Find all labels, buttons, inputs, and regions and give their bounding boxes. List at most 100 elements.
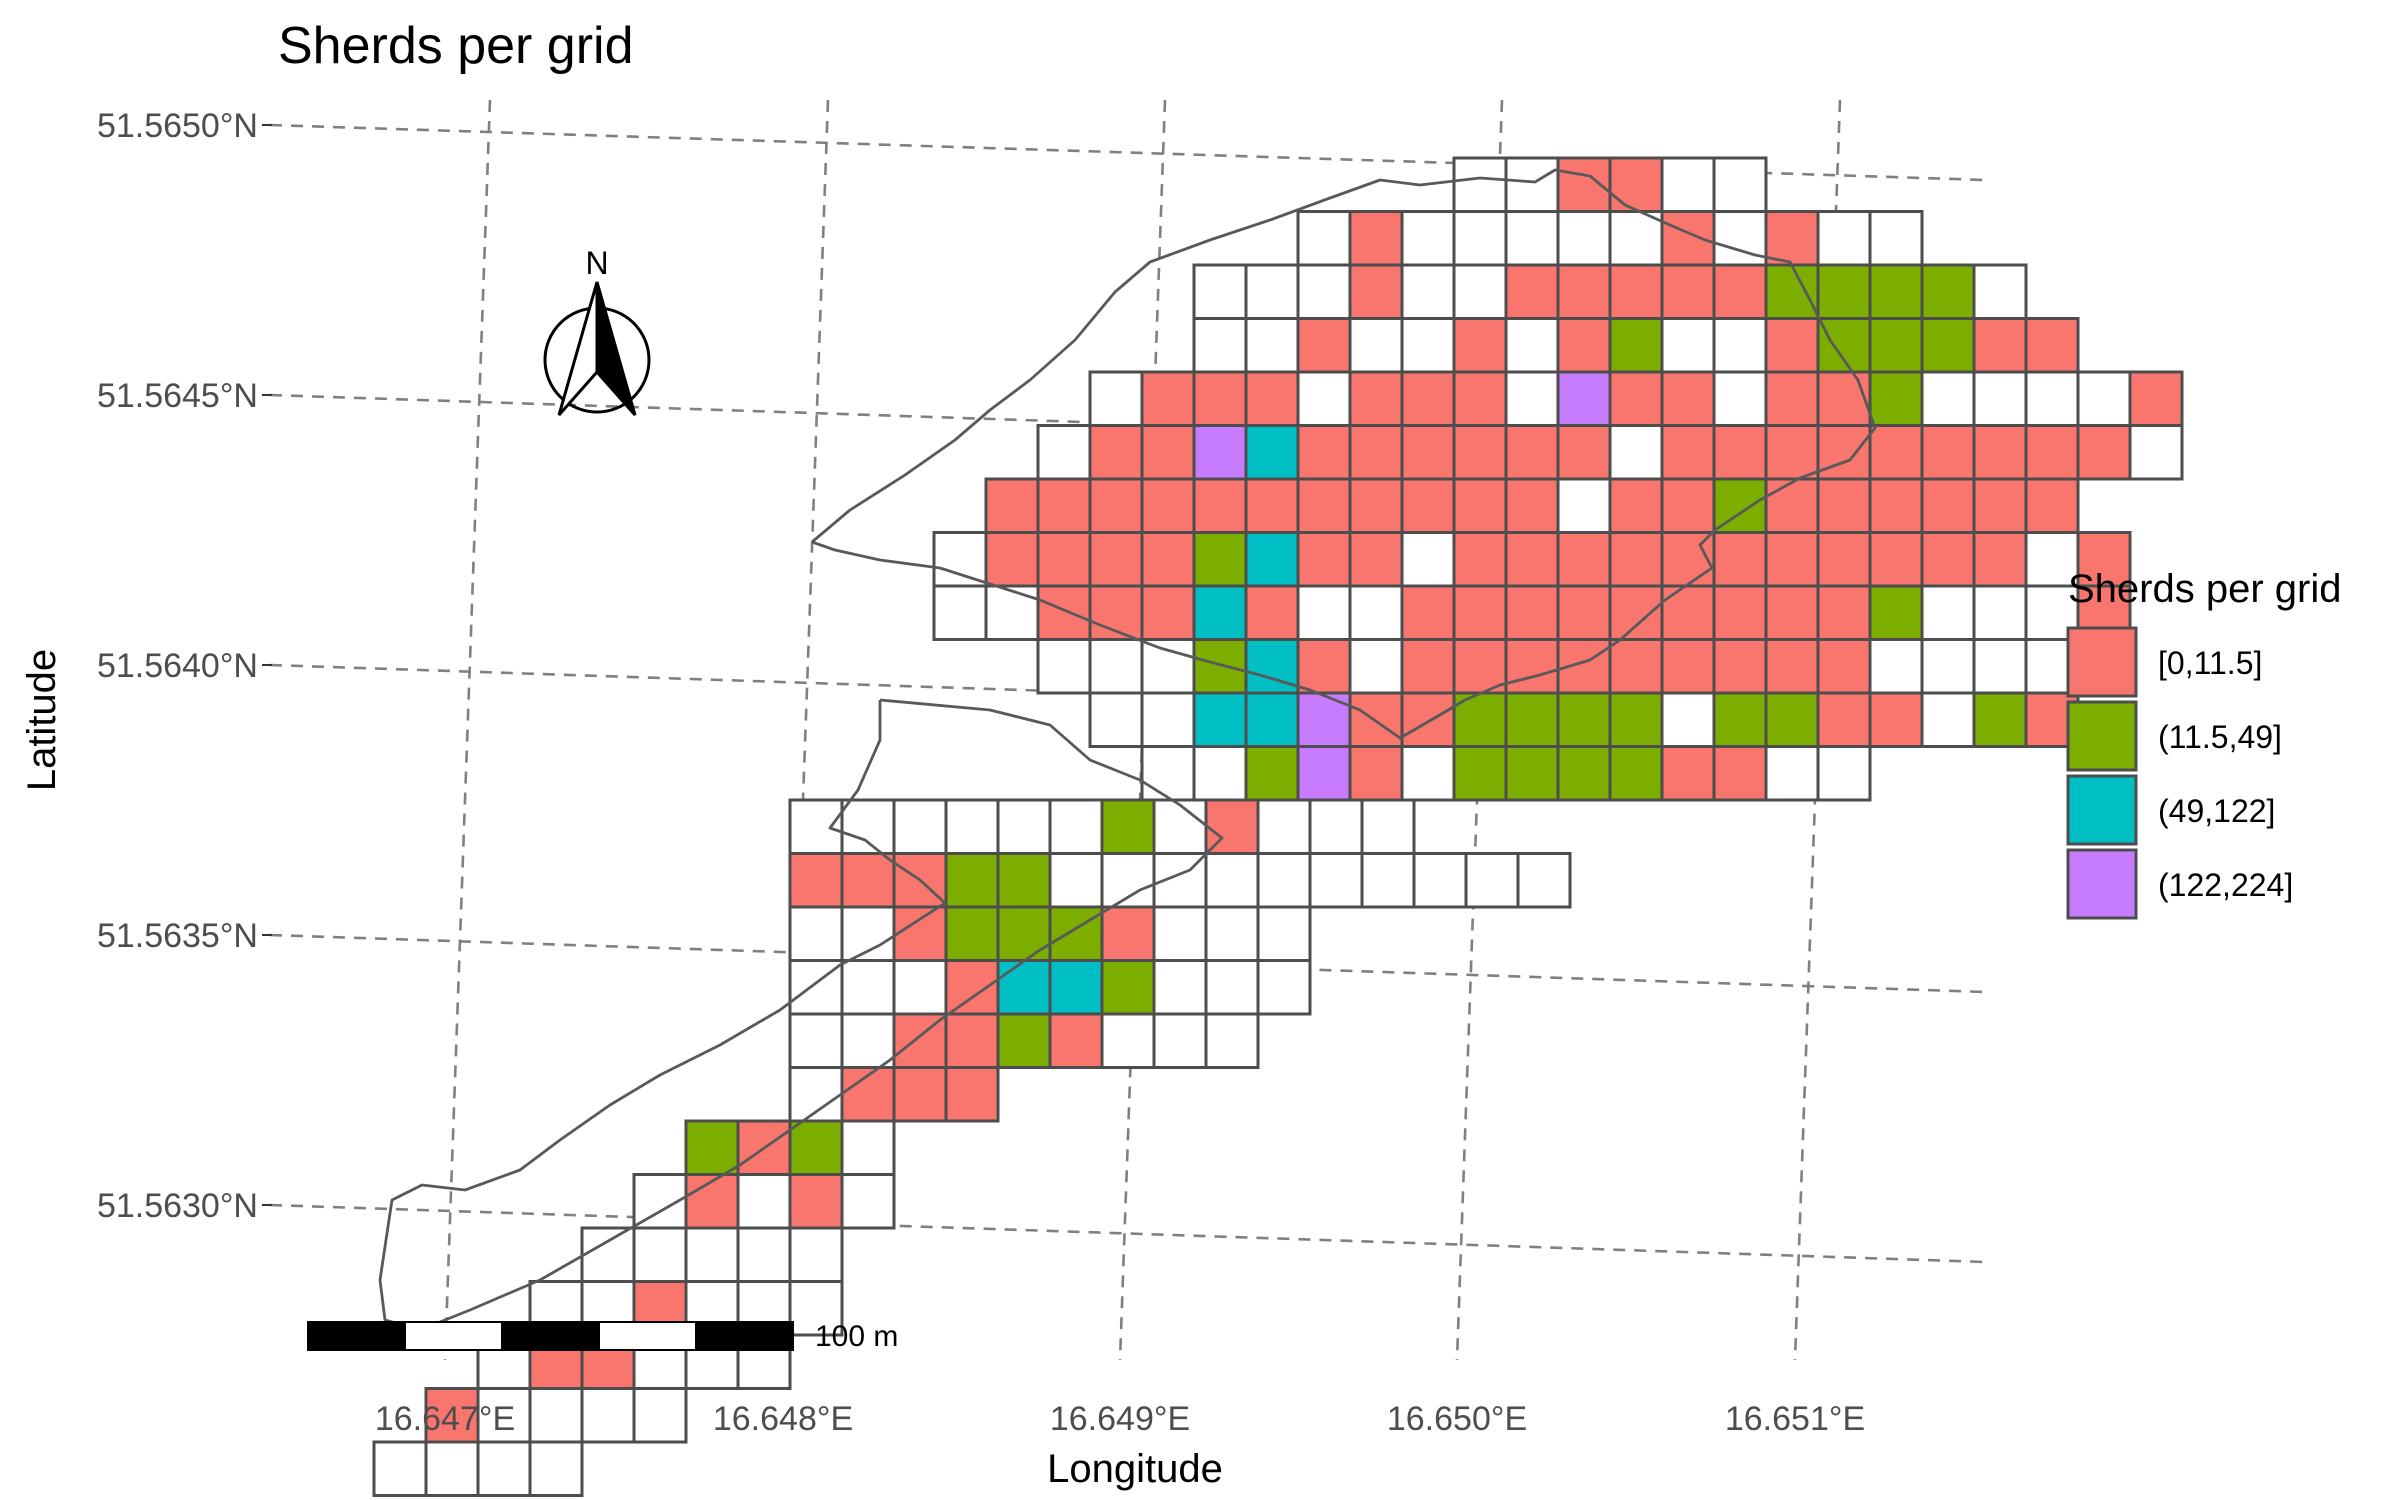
grid-cell <box>1504 584 1560 641</box>
grid-cell <box>1920 691 1976 748</box>
grid-cell <box>1036 584 1092 641</box>
grid-cell <box>1556 691 1612 748</box>
x-tick-label: 16.648°E <box>713 1400 853 1438</box>
grid-cell <box>1192 584 1248 641</box>
grid-cell <box>892 798 948 855</box>
grid-cell <box>1400 477 1456 534</box>
grid-cell <box>1608 745 1664 802</box>
grid-cell <box>1048 798 1104 855</box>
grid-cell <box>1244 584 1300 641</box>
grid-cell <box>1868 638 1924 695</box>
grid-cell <box>1100 798 1156 855</box>
grid-cell <box>1764 370 1820 427</box>
grid-cell <box>1244 317 1300 374</box>
grid-cell <box>1504 745 1560 802</box>
grid-cell <box>476 1440 532 1497</box>
grid-cell <box>2076 370 2132 427</box>
grid-cell <box>1348 638 1404 695</box>
grid-cell <box>1816 370 1872 427</box>
grid-cell <box>944 798 1000 855</box>
grid-cell <box>996 959 1052 1016</box>
grid-cell <box>1244 370 1300 427</box>
grid-cell <box>528 1440 584 1497</box>
grid-cell <box>736 1226 792 1283</box>
grid-cell <box>1348 531 1404 588</box>
chart-title: Sherds per grid <box>278 17 634 75</box>
grid-cell <box>1764 531 1820 588</box>
grid-cell <box>892 852 948 909</box>
grid-cell <box>1660 691 1716 748</box>
grid-cell <box>1556 210 1612 267</box>
grid-cell <box>944 1012 1000 1069</box>
grid-cell <box>1556 370 1612 427</box>
grid-cell <box>1972 638 2028 695</box>
legend-label: [0,11.5] <box>2158 645 2262 681</box>
grid-cell <box>1204 852 1260 909</box>
grid-cell <box>1452 263 1508 320</box>
grid-cell <box>632 1226 688 1283</box>
grid-cell <box>1088 691 1144 748</box>
grid-cell <box>1816 424 1872 481</box>
grid-cell <box>1192 263 1248 320</box>
grid-cell <box>1088 531 1144 588</box>
grid-cell <box>1100 905 1156 962</box>
grid-cell <box>1608 317 1664 374</box>
grid-cell <box>1816 638 1872 695</box>
grid-cell <box>1712 263 1768 320</box>
grid-cell <box>1244 638 1300 695</box>
grid-cell <box>1048 905 1104 962</box>
x-tick-label: 16.651°E <box>1725 1400 1865 1438</box>
grid-cell <box>944 852 1000 909</box>
grid-cell <box>1452 477 1508 534</box>
grid-cell <box>1452 317 1508 374</box>
grid-cell <box>1296 210 1352 267</box>
grid-cell <box>1608 263 1664 320</box>
grid-cell <box>1296 745 1352 802</box>
grid-cell <box>1868 477 1924 534</box>
grid-cell <box>1504 370 1560 427</box>
grid-cell <box>2128 424 2184 481</box>
grid-cell <box>1712 638 1768 695</box>
grid-cell <box>1152 798 1208 855</box>
grid-cell <box>1256 905 1312 962</box>
grid-cell <box>1920 531 1976 588</box>
grid-cell <box>1920 584 1976 641</box>
grid-cell <box>1660 745 1716 802</box>
grid-cell <box>1504 210 1560 267</box>
grid-cell <box>1296 263 1352 320</box>
grid-cell <box>840 1012 896 1069</box>
grid-cell <box>1452 745 1508 802</box>
grid-cell <box>1816 745 1872 802</box>
grid-cell <box>1712 531 1768 588</box>
grid-cell <box>1152 1012 1208 1069</box>
grid-cell <box>1712 317 1768 374</box>
legend-label: (11.5,49] <box>2158 719 2282 755</box>
grid-cell <box>788 1012 844 1069</box>
grid-cell <box>1972 584 2028 641</box>
grid-cell <box>2024 370 2080 427</box>
grid-cell <box>1868 531 1924 588</box>
grid-cell <box>1140 638 1196 695</box>
grid-cell <box>1036 638 1092 695</box>
grid-cell <box>1660 210 1716 267</box>
grid-cell <box>1608 210 1664 267</box>
grid-cell <box>1504 477 1560 534</box>
grid-cell <box>1452 531 1508 588</box>
grid-cell <box>1400 745 1456 802</box>
gridline-lat-51.5630 <box>269 1203 1986 1264</box>
grid-cell <box>1972 691 2028 748</box>
legend-label: (49,122] <box>2158 793 2275 829</box>
grid-cell <box>1972 263 2028 320</box>
grid-cell <box>1152 905 1208 962</box>
grid-cell <box>1256 852 1312 909</box>
grid-cell <box>1348 370 1404 427</box>
grid-cell <box>788 905 844 962</box>
grid-cell <box>2024 317 2080 374</box>
grid-cell <box>788 852 844 909</box>
grid-cell <box>1100 1012 1156 1069</box>
grid-cell <box>1608 424 1664 481</box>
grid-cell <box>1152 959 1208 1016</box>
grid-cell <box>1296 317 1352 374</box>
grid-cell <box>684 1119 740 1176</box>
